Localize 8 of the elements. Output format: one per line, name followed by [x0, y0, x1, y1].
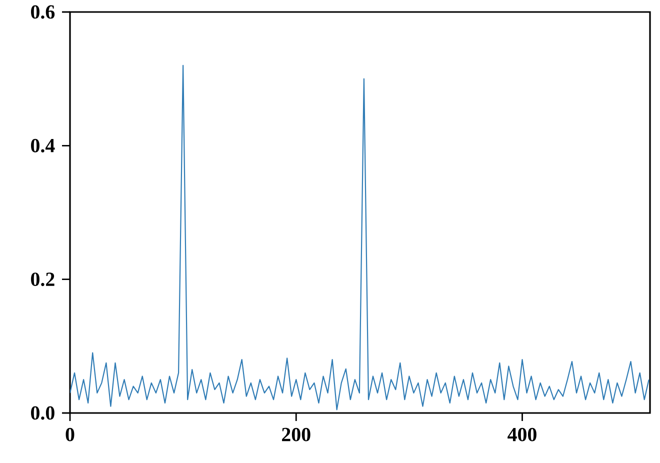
y-tick-label: 0.4	[31, 138, 55, 152]
y-tick-label: 0.0	[31, 406, 54, 420]
y-tick-label: 0.6	[31, 5, 55, 19]
y-tick-label: 0.2	[31, 272, 54, 286]
x-tick-label: 0	[66, 428, 74, 442]
x-tick-label: 400	[508, 428, 536, 442]
line-series	[70, 64, 650, 410]
x-tick-label: 200	[282, 428, 310, 442]
